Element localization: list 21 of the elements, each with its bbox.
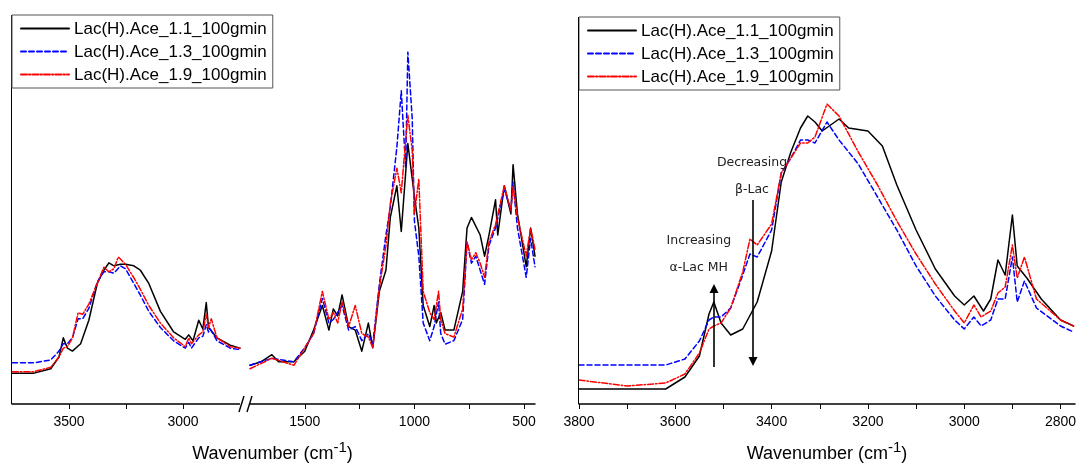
legend-label: Lac(H).Ace_1.3_100gmin (641, 44, 834, 63)
legend-label: Lac(H).Ace_1.3_100gmin (74, 42, 267, 61)
annotation: Increasing α-Lac MH (666, 231, 732, 276)
x-tick-label: 3000 (948, 413, 981, 429)
x-tick-label: 3000 (167, 413, 199, 429)
x-tick-label: 1000 (398, 413, 431, 429)
x-tick-label: 3800 (563, 413, 595, 429)
x-axis-title: Wavenumber (cm$^{-1}$) (192, 438, 353, 464)
legend-label: Lac(H).Ace_1.9_100gmin (641, 67, 834, 86)
legend-label: Lac(H).Ace_1.9_100gmin (74, 65, 267, 84)
x-tick-label: 3200 (852, 413, 884, 429)
legend-label: Lac(H).Ace_1.1_100gmin (641, 21, 834, 40)
x-tick-label: 1500 (289, 413, 321, 429)
x-tick-label: 3400 (756, 413, 788, 429)
annotation: Decreasing β-Lac (716, 153, 788, 198)
x-axis-title: Wavenumber (cm$^{-1}$) (746, 438, 908, 464)
x-tick-label: 500 (512, 413, 536, 429)
x-tick-label: 3500 (53, 413, 85, 429)
x-tick-label: 3600 (659, 413, 692, 429)
x-tick-label: 2800 (1044, 413, 1077, 429)
legend-label: Lac(H).Ace_1.1_100gmin (74, 19, 267, 38)
